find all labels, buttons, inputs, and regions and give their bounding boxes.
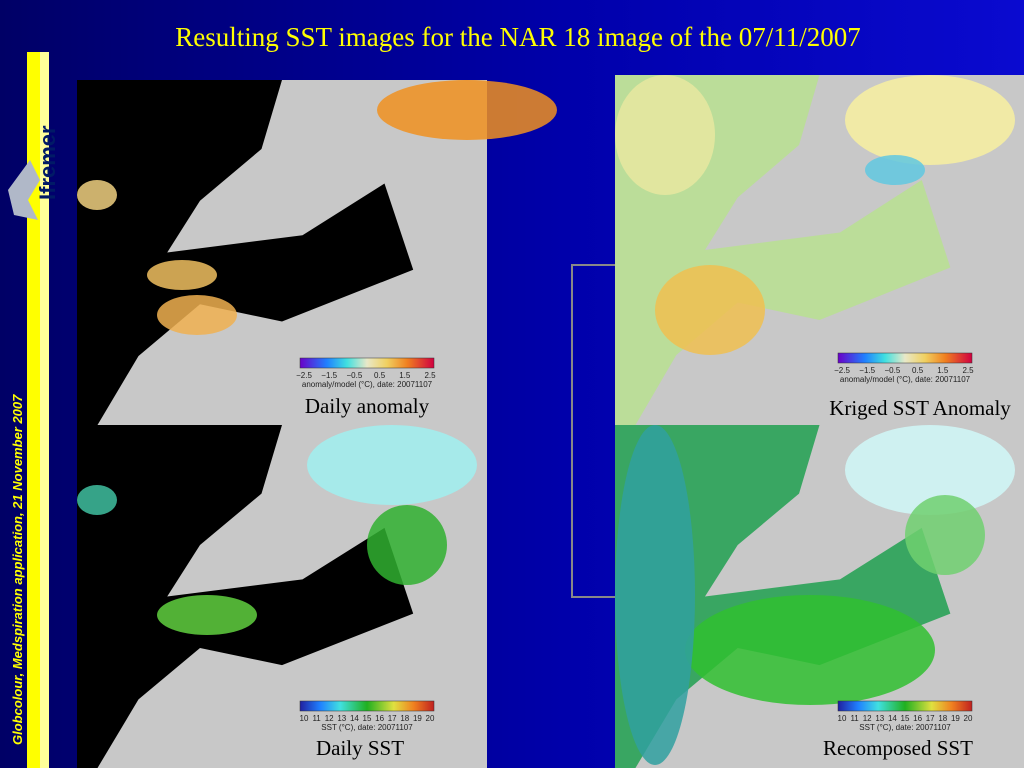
colorbar-label: SST (°C), date: 20071107 [321, 723, 413, 732]
map-patch [655, 265, 765, 355]
colorbar-bar [837, 700, 973, 712]
colorbar-tick-label: 12 [863, 714, 872, 723]
colorbar-tick-label: 2.5 [424, 371, 436, 380]
connector [571, 264, 640, 598]
logo: Ifremer [35, 125, 60, 200]
map-patch [157, 595, 257, 635]
colorbar-tick-label: 1.5 [399, 371, 411, 380]
colorbar-label: anomaly/model (°C), date: 20071107 [840, 375, 971, 384]
sidebar-stripe [40, 52, 49, 768]
panel-caption: Recomposed SST [823, 736, 973, 760]
colorbar-tick-label: 11 [850, 714, 859, 723]
map-patch [307, 425, 477, 505]
colorbar-tick-label: 10 [838, 714, 847, 723]
colorbar-tick-label: −1.5 [859, 366, 875, 375]
map-patch [685, 595, 935, 705]
colorbar-tick-label: 0.5 [912, 366, 924, 375]
footer: Globcolour, Medspiration application, 21… [10, 394, 25, 745]
panel-caption: Daily anomaly [305, 394, 430, 418]
colorbar-tick-label: 11 [312, 714, 321, 723]
colorbar-label: SST (°C), date: 20071107 [859, 723, 951, 732]
map-patch [905, 495, 985, 575]
colorbar-tick-label: 18 [938, 714, 947, 723]
colorbar-tick-label: 18 [400, 714, 409, 723]
map-patch [77, 180, 117, 210]
colorbar-tick-label: 13 [875, 714, 884, 723]
map-patch [377, 80, 557, 140]
colorbar-label: anomaly/model (°C), date: 20071107 [302, 380, 433, 389]
colorbar-tick-label: 17 [388, 714, 397, 723]
map-patch [157, 295, 237, 335]
map-patch [77, 485, 117, 515]
map-patch [147, 260, 217, 290]
colorbar-tick-label: 20 [426, 714, 435, 723]
colorbar-bar [299, 700, 435, 712]
map-sea [77, 425, 414, 768]
map-patch [865, 155, 925, 185]
panel-caption: Kriged SST Anomaly [829, 396, 1011, 420]
colorbar-tick-label: −2.5 [296, 371, 312, 380]
title: Resulting SST images for the NAR 18 imag… [175, 22, 860, 52]
colorbar-tick-label: 12 [325, 714, 334, 723]
colorbar-tick-label: 13 [337, 714, 346, 723]
map-patch [367, 505, 447, 585]
colorbar-tick-label: −1.5 [321, 371, 337, 380]
map-patch [845, 425, 1015, 515]
logo-shape [8, 160, 40, 220]
colorbar-tick-label: 19 [413, 714, 422, 723]
colorbar-tick-label: 14 [350, 714, 359, 723]
colorbar-tick-label: 10 [300, 714, 309, 723]
colorbar-tick-label: −0.5 [347, 371, 363, 380]
map-patch [845, 75, 1015, 165]
panel-caption: Daily SST [316, 736, 404, 760]
colorbar-bar [299, 357, 435, 369]
map-sea [77, 80, 414, 425]
colorbar-tick-label: 2.5 [962, 366, 974, 375]
colorbar-bar [837, 352, 973, 364]
colorbar-tick-label: 16 [375, 714, 384, 723]
map-patch [615, 75, 715, 195]
map-patch [615, 425, 695, 765]
colorbar-tick-label: 15 [901, 714, 910, 723]
colorbar-tick-label: 20 [964, 714, 973, 723]
colorbar-tick-label: −2.5 [834, 366, 850, 375]
colorbar-tick-label: 0.5 [374, 371, 386, 380]
colorbar-tick-label: 16 [913, 714, 922, 723]
colorbar-tick-label: 17 [926, 714, 935, 723]
colorbar-tick-label: −0.5 [885, 366, 901, 375]
colorbar-tick-label: 19 [951, 714, 960, 723]
colorbar-tick-label: 15 [363, 714, 372, 723]
colorbar-tick-label: 1.5 [937, 366, 949, 375]
colorbar-tick-label: 14 [888, 714, 897, 723]
